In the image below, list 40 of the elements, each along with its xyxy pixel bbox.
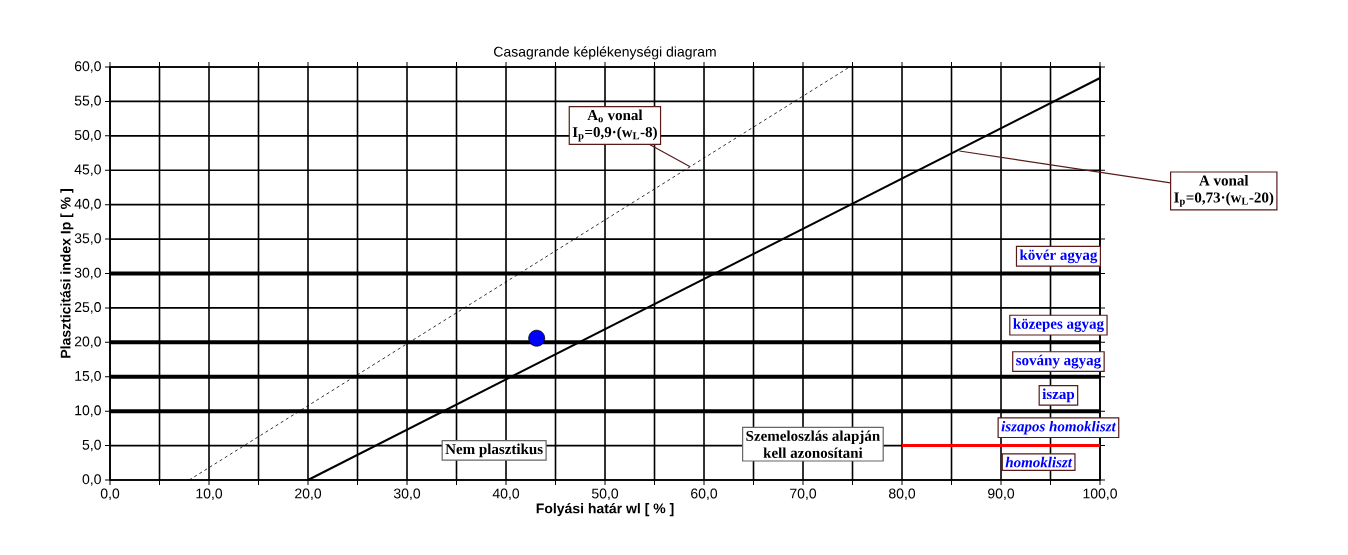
annotation: iszapos homokliszt bbox=[1001, 420, 1117, 435]
annotation: Szemeloszlás alapján bbox=[746, 430, 880, 445]
text: I$_{p}$=0,73·(w$_{L}$-20) bbox=[1174, 192, 1274, 207]
annotation: I$_{p}$=0,9·(w$_{L}$-8) bbox=[572, 126, 657, 142]
annotation: kell azonosítani bbox=[763, 447, 863, 458]
annotation: A$_{o}$ vonal bbox=[587, 109, 643, 123]
y-tick-label: 60,0 bbox=[74, 61, 101, 73]
x-tick-label: 100,0 bbox=[1083, 488, 1117, 501]
annotation: homokliszt bbox=[1005, 456, 1073, 468]
annotation: Nem plasztikus bbox=[445, 443, 543, 458]
y-tick-label: 10,0 bbox=[75, 405, 101, 417]
y-tick-label: 5,0 bbox=[82, 439, 101, 452]
annotation: sovány agyag bbox=[1016, 354, 1101, 369]
x-tick-label: 30,0 bbox=[393, 488, 421, 501]
y-tick-label: 45,0 bbox=[74, 164, 101, 177]
y-tick-label: 55,0 bbox=[74, 95, 101, 108]
y-tick-label: 20,0 bbox=[74, 336, 101, 349]
y-tick-label: 40,0 bbox=[74, 198, 101, 211]
x-tick-label: 70,0 bbox=[790, 488, 817, 501]
y-tick-label: 30,0 bbox=[74, 267, 101, 280]
annotation: közepes agyag bbox=[1013, 318, 1104, 332]
annotation: iszap bbox=[1042, 388, 1075, 403]
x-tick-label: 20,0 bbox=[295, 488, 322, 501]
x-tick-label: 50,0 bbox=[591, 488, 619, 501]
annotation: A vonal bbox=[1199, 175, 1249, 186]
x-axis-title: Folyási határ wl [ % ] bbox=[536, 502, 674, 517]
y-axis-title: Plaszticitási index Ip [ % ] bbox=[60, 189, 74, 358]
y-tick-label: 25,0 bbox=[74, 302, 101, 314]
y-tick-label: 50,0 bbox=[74, 130, 101, 142]
chart-title: Casagrande képlékenységi diagram bbox=[494, 46, 716, 60]
x-tick-label: 90,0 bbox=[988, 488, 1015, 501]
y-tick-label: 15,0 bbox=[75, 370, 101, 383]
x-tick-label: 0,0 bbox=[100, 488, 120, 501]
x-tick-label: 80,0 bbox=[889, 488, 916, 501]
x-tick-label: 10,0 bbox=[196, 488, 223, 501]
y-tick-label: 0,0 bbox=[82, 474, 101, 486]
x-tick-label: 40,0 bbox=[492, 488, 520, 501]
annotation: kövér agyag bbox=[1019, 249, 1098, 264]
x-tick-label: 60,0 bbox=[691, 488, 718, 501]
y-tick-label: 35,0 bbox=[74, 233, 101, 245]
